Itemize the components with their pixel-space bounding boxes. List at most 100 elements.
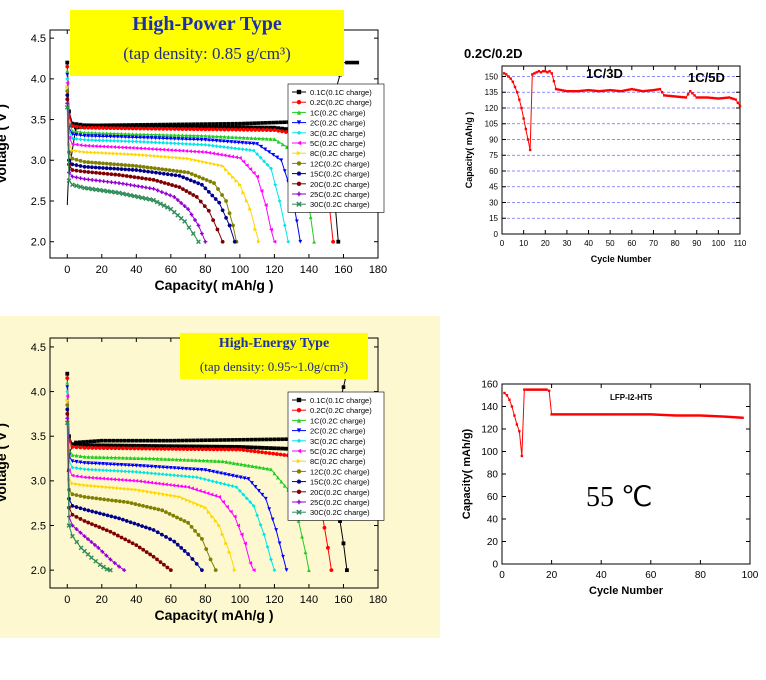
series-point <box>112 162 117 167</box>
series-point <box>147 456 152 461</box>
series-point <box>165 133 169 137</box>
series-point <box>155 444 160 448</box>
series-point <box>611 413 614 416</box>
series-point <box>207 143 211 148</box>
series-point <box>190 557 195 561</box>
charge-curve-point <box>74 440 78 445</box>
series-point <box>192 447 197 452</box>
series-point <box>189 172 194 176</box>
series-point <box>141 165 146 169</box>
series-point <box>272 128 277 133</box>
series-point <box>86 467 91 472</box>
series-point <box>78 164 83 168</box>
series-point <box>219 447 224 452</box>
series-point <box>659 413 662 417</box>
series-point <box>147 186 152 191</box>
series-point <box>100 549 105 554</box>
series-point <box>269 467 273 472</box>
series-point <box>89 555 94 561</box>
series-point <box>253 128 258 132</box>
series-point <box>528 148 532 152</box>
series-point <box>186 485 191 490</box>
series-point <box>588 413 591 416</box>
y-axis-label: Voltage ( V ) <box>0 104 9 184</box>
series-point <box>541 70 545 73</box>
series-point <box>220 164 225 168</box>
series-point <box>132 443 137 448</box>
series-point <box>160 482 165 486</box>
series-point <box>86 125 91 130</box>
x-tick-label: 100 <box>742 570 759 581</box>
series-9 <box>65 411 173 573</box>
series-point <box>210 138 215 143</box>
series-point <box>197 175 202 179</box>
series-point <box>97 511 102 516</box>
x-tick-label: 80 <box>199 594 211 606</box>
series-point <box>78 474 83 479</box>
series-point <box>97 165 102 170</box>
series-point <box>112 485 117 490</box>
series-point <box>205 458 210 463</box>
series-point <box>204 444 209 449</box>
series-point <box>97 468 102 472</box>
charge-curve-point <box>253 437 258 442</box>
series-point <box>190 231 196 236</box>
series-point <box>524 127 527 131</box>
y-tick-label: 20 <box>487 537 499 548</box>
series-2 <box>65 380 311 573</box>
high-energy-voltage-chart: 0 20 40 60 80 100 120 140 160 180 2.0 2.5 3.0 3.5 4.0 4… <box>0 316 440 638</box>
series-point <box>82 169 87 174</box>
series-point <box>195 127 200 132</box>
charge-curve-point <box>180 438 185 443</box>
series-point <box>74 183 79 189</box>
charge-curve-point <box>85 439 89 444</box>
series-point <box>249 449 253 453</box>
charge-curve-point <box>241 121 246 126</box>
series-point <box>580 89 584 92</box>
series-point <box>117 181 121 185</box>
series-point <box>552 80 556 83</box>
series-point <box>682 414 685 417</box>
series-point <box>236 146 241 151</box>
series-point <box>153 132 158 137</box>
charge-curve-point <box>88 439 93 444</box>
series-point <box>188 467 192 472</box>
series-point <box>129 501 134 506</box>
legend-label: 25C(0.2C charge) <box>310 498 370 507</box>
series-point <box>159 446 163 451</box>
series-point <box>74 129 79 134</box>
series-point <box>93 165 98 170</box>
series-point <box>134 126 139 131</box>
legend-marker <box>296 459 302 464</box>
series-point <box>592 413 595 416</box>
series-point <box>159 180 163 184</box>
series-point <box>205 160 210 165</box>
series-point <box>78 133 83 138</box>
series-point <box>86 170 91 174</box>
series-point <box>256 239 261 244</box>
series-point <box>225 139 230 144</box>
series-6 <box>65 85 261 244</box>
y-tick-label: 3.5 <box>31 114 46 126</box>
series-point <box>265 466 270 471</box>
series-point <box>140 446 144 451</box>
charge-curve-point <box>111 438 116 443</box>
x-tick-label: 100 <box>231 594 249 606</box>
series-point <box>211 444 216 449</box>
series-point <box>268 128 273 133</box>
legend: 0.1C(0.1C charge)0.2C(0.2C charge)1C(0.2… <box>287 391 385 521</box>
series-point <box>609 413 612 416</box>
series-point <box>172 133 177 138</box>
series-point <box>261 136 265 141</box>
series-point <box>78 445 83 450</box>
series-point <box>143 196 149 201</box>
series-point <box>255 142 260 146</box>
series-point <box>620 413 624 416</box>
series-point <box>169 493 174 498</box>
series-point <box>222 145 226 149</box>
series-point <box>181 447 186 451</box>
series-point <box>227 223 232 228</box>
legend-marker <box>296 171 302 176</box>
series-point <box>178 517 183 522</box>
series-point <box>146 169 150 174</box>
